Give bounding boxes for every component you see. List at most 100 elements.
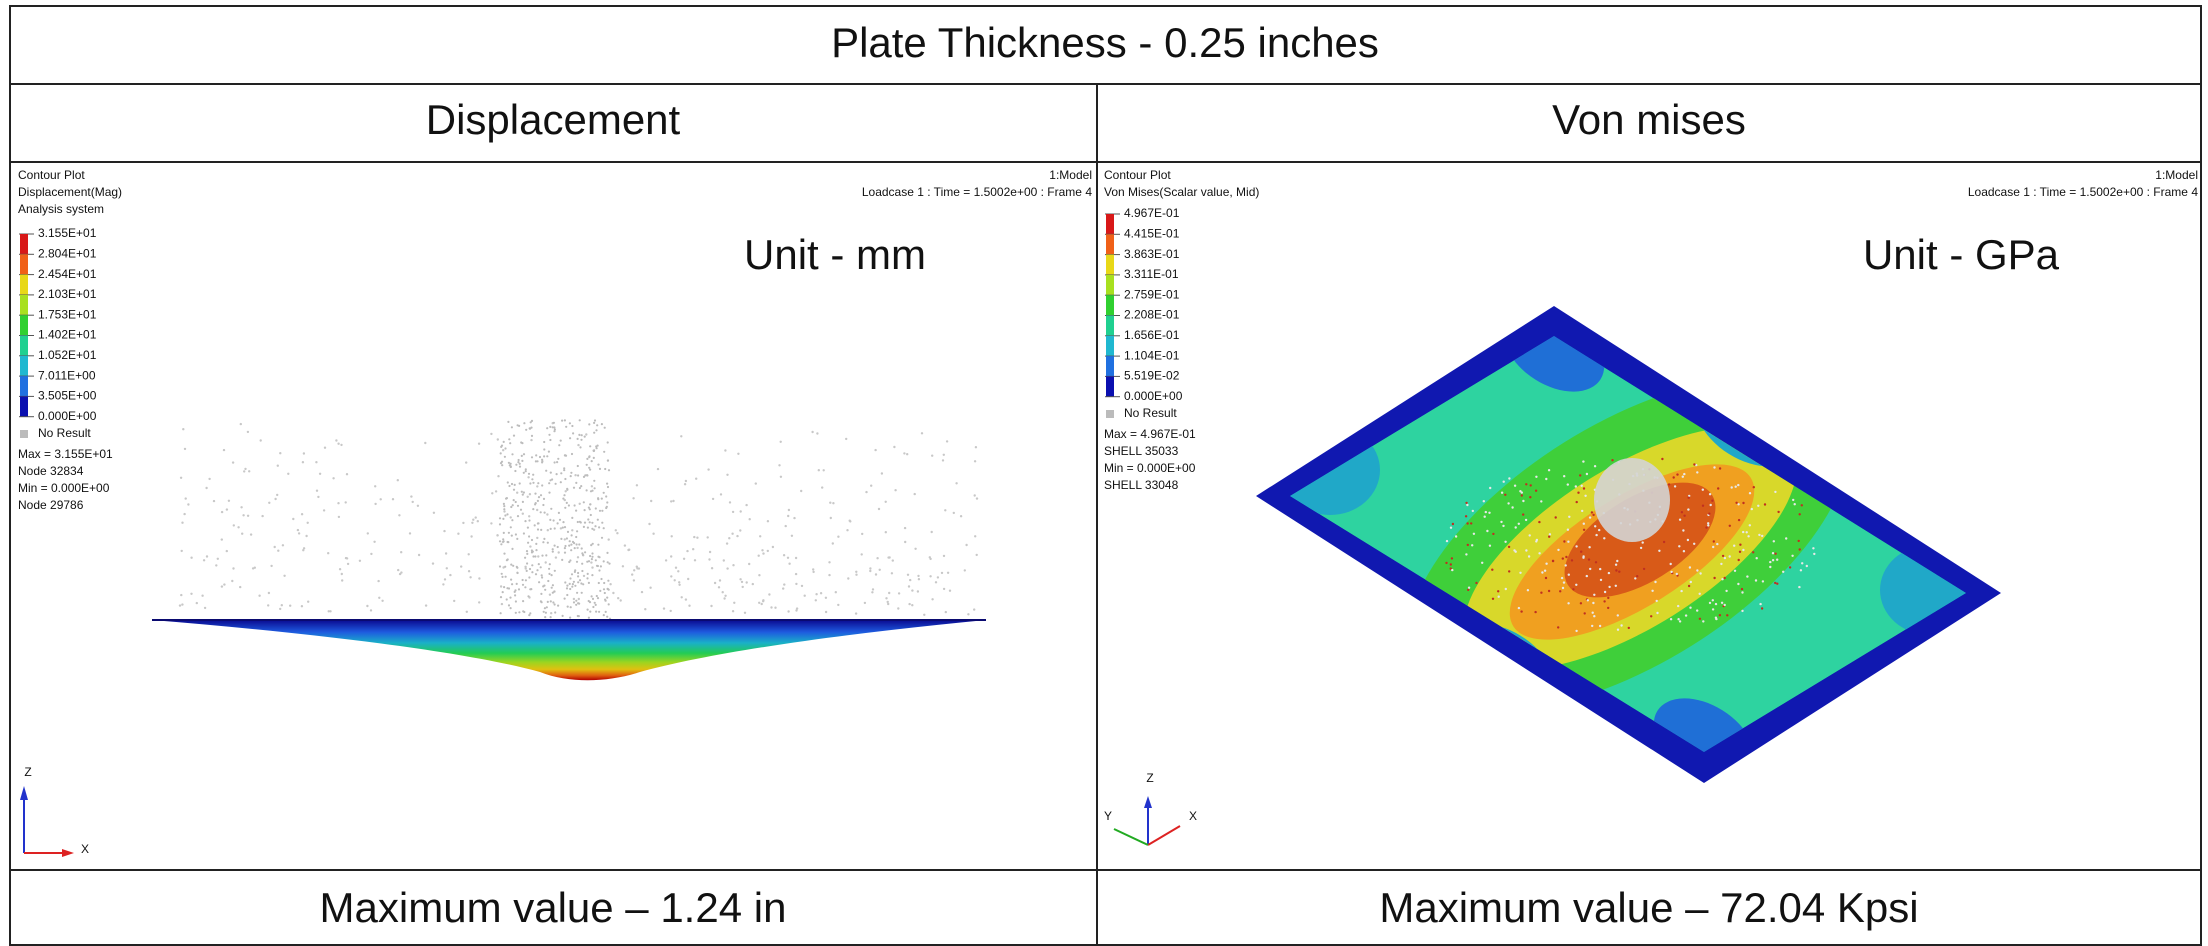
particle [1663,541,1665,543]
particle [1642,541,1644,543]
particle [546,427,548,429]
legend-value: 5.519E-02 [1124,369,1180,383]
particle [1682,529,1684,531]
particle [793,517,795,519]
particle [523,611,525,613]
particle [594,419,596,421]
particle [517,461,519,463]
particle [1544,570,1546,572]
plot-stat: Max = 4.967E-01 [1104,427,1196,441]
particle [239,586,241,588]
particle [605,495,607,497]
particle [1548,536,1550,538]
particle [242,514,244,516]
particle [504,566,506,568]
particle [1726,614,1728,616]
particle [490,522,492,524]
particle [845,438,847,440]
particle [547,542,549,544]
particle [569,540,571,542]
particle [1594,465,1596,467]
particle [1618,571,1620,573]
particle [573,601,575,603]
particle [1481,562,1483,564]
particle [591,558,593,560]
particle [1583,487,1585,489]
particle [223,449,225,451]
particle [1529,496,1531,498]
particle [1752,551,1754,553]
particle [577,465,579,467]
particle [1661,458,1663,460]
particle [518,611,520,613]
particle [521,491,523,493]
particle [548,492,550,494]
particle [561,559,563,561]
particle [1595,561,1597,563]
particle [503,503,505,505]
particle [506,513,508,515]
particle [503,532,505,534]
particle [973,608,975,610]
particle [1530,484,1532,486]
particle [752,583,754,585]
particle [560,440,562,442]
particle [241,533,243,535]
particle [596,447,598,449]
plot-stat: SHELL 33048 [1104,478,1179,492]
particle [887,556,889,558]
particle [381,600,383,602]
particle [606,597,608,599]
particle [670,575,672,577]
particle [527,595,529,597]
legend-value: 4.967E-01 [1124,206,1180,220]
particle [545,554,547,556]
particle [513,435,515,437]
legend-value: 2.454E+01 [38,267,97,281]
plot-info: Von Mises(Scalar value, Mid) [1104,185,1259,199]
particle [1715,617,1717,619]
particle [190,593,192,595]
particle [589,555,591,557]
particle [695,478,697,480]
particle [588,423,590,425]
particle [508,587,510,589]
particle [554,570,556,572]
particle [1576,501,1578,503]
particle [692,548,694,550]
particle [589,469,591,471]
particle [522,513,524,515]
particle [598,582,600,584]
particle [1799,513,1801,515]
particle [516,583,518,585]
particle [1584,612,1586,614]
particle [1670,618,1672,620]
particle [596,595,598,597]
particle [525,429,527,431]
particle [636,484,638,486]
particle [460,565,462,567]
particle [587,518,589,520]
page: Plate Thickness - 0.25 inches Displaceme… [0,0,2208,946]
particle [1737,583,1739,585]
particle [772,546,774,548]
particle [1575,630,1577,632]
particle [829,502,831,504]
particle [1468,587,1470,589]
particle [1741,588,1743,590]
particle [677,570,679,572]
particle [1774,582,1776,584]
particle [918,578,920,580]
particle [520,509,522,511]
particle [532,482,534,484]
particle [550,600,552,602]
particle [520,441,522,443]
particle [221,585,223,587]
particle [641,591,643,593]
particle [557,522,559,524]
particle [517,505,519,507]
particle [967,613,969,615]
particle [338,516,340,518]
particle [597,597,599,599]
particle [548,482,550,484]
